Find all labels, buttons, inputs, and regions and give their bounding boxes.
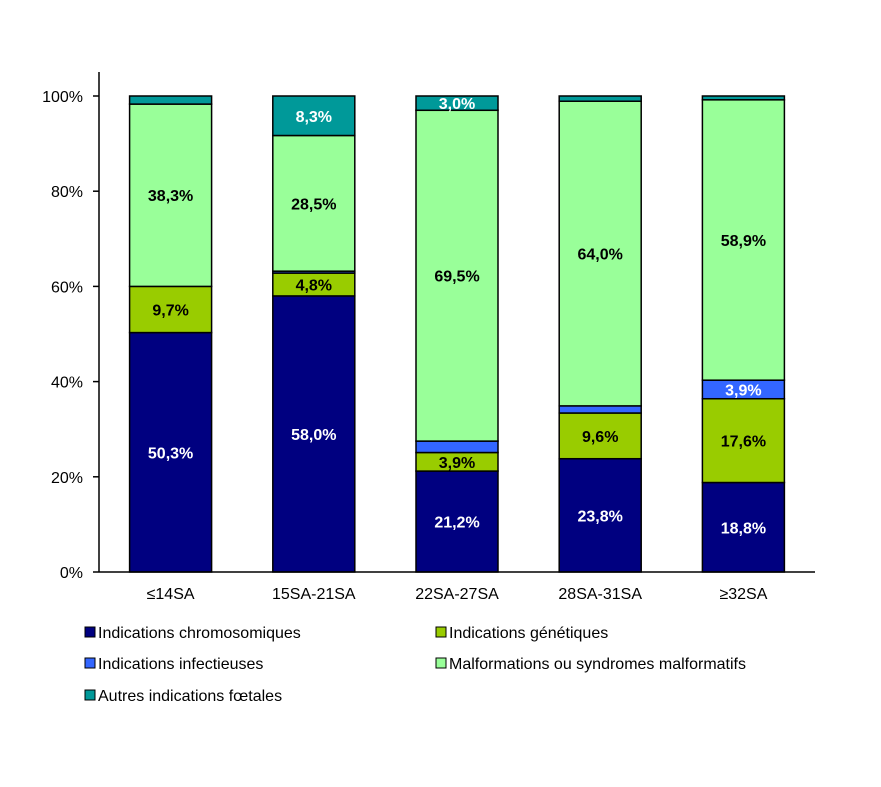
- axes-layer: ≤14SA 15SA-21SA 22SA-27SA 28SA-31SA ≥32SA 0% 2…: [42, 72, 815, 603]
- legend-swatch: [435, 626, 447, 638]
- legend-item-indications-ge-ne-tiques: Indications génétiques: [435, 625, 608, 642]
- data-label: 21,2%: [434, 515, 479, 532]
- bar-segment-15sa-21sa-malformations-ou-syndromes-malformatifs: [272, 134, 356, 272]
- bar-segment-28sa-31sa-indications-chromosomiques: [558, 457, 642, 573]
- bar-segment-14sa-indications-ge-ne-tiques: [128, 285, 213, 334]
- data-label: 50,3%: [148, 445, 193, 462]
- legend-swatch: [435, 657, 447, 669]
- bar-segment-14sa-autres-indications-f-tales: [128, 95, 213, 105]
- x-tick-label: ≤14SA: [147, 586, 195, 603]
- bar-segment-32sa-indications-ge-ne-tiques: [701, 397, 786, 484]
- data-label: 58,0%: [291, 427, 336, 444]
- data-label: 38,3%: [148, 188, 193, 205]
- bar-segment-32sa-indications-chromosomiques: [701, 481, 786, 573]
- y-tick-label: 80%: [51, 184, 83, 201]
- bar-segment-32sa-malformations-ou-syndromes-malformatifs: [701, 99, 786, 381]
- x-tick-label: 22SA-27SA: [415, 586, 499, 603]
- data-label: 3,9%: [725, 382, 761, 399]
- y-tick-label: 60%: [51, 279, 83, 296]
- bar-segment-28sa-31sa-malformations-ou-syndromes-malformatifs: [558, 100, 642, 407]
- data-label: 9,6%: [582, 429, 618, 446]
- x-tick-label: 28SA-31SA: [558, 586, 642, 603]
- legend-swatch: [84, 626, 96, 638]
- legend-swatch: [84, 657, 96, 669]
- data-label: 9,7%: [152, 302, 188, 319]
- bar-segment-28sa-31sa-autres-indications-f-tales: [558, 95, 642, 102]
- data-label: 58,9%: [721, 233, 766, 250]
- data-label: 23,8%: [578, 508, 623, 525]
- bar-segment-22sa-27sa-malformations-ou-syndromes-malformatifs: [415, 109, 499, 442]
- legend-label: Autres indications fœtales: [98, 688, 282, 705]
- legend-label: Indications infectieuses: [98, 656, 263, 673]
- x-tick-label: 15SA-21SA: [272, 586, 356, 603]
- data-label: 69,5%: [434, 269, 479, 286]
- bar-segment-15sa-21sa-indications-chromosomiques: [272, 295, 356, 573]
- bar-segment-28sa-31sa-indications-infectieuses: [558, 405, 642, 414]
- legend-item-indications-infectieuses: Indications infectieuses: [84, 656, 263, 673]
- bars-layer: 50,3% 9,7% 38,3% 58,0% 4,8% 28,5% 8,3% 21,2% 3,9…: [128, 95, 786, 573]
- y-tick-label: 0%: [60, 565, 83, 582]
- legend-swatch: [84, 689, 96, 701]
- data-label: 3,0%: [439, 96, 475, 113]
- legend-item-indications-chromosomiques: Indications chromosomiques: [84, 625, 301, 642]
- y-tick-label: 100%: [42, 89, 83, 106]
- legend-label: Indications chromosomiques: [98, 625, 301, 642]
- legend-label: Malformations ou syndromes malformatifs: [449, 656, 746, 673]
- y-tick-label: 40%: [51, 375, 83, 392]
- data-label: 18,8%: [721, 520, 766, 537]
- legend: Indications chromosomiques Indications gé…: [84, 625, 746, 705]
- legend-item-autres-indications-f-tales: Autres indications fœtales: [84, 688, 282, 705]
- y-tick-label: 20%: [51, 470, 83, 487]
- bar-segment-14sa-indications-chromosomiques: [128, 331, 213, 573]
- bar-segment-32sa-autres-indications-f-tales: [701, 95, 786, 101]
- data-label: 28,5%: [291, 196, 336, 213]
- bar-segment-22sa-27sa-indications-chromosomiques: [415, 470, 499, 573]
- data-label: 8,3%: [296, 109, 332, 126]
- data-label: 3,9%: [439, 455, 475, 472]
- bar-segment-22sa-27sa-indications-infectieuses: [415, 440, 499, 454]
- data-label: 64,0%: [578, 247, 623, 264]
- data-label: 4,8%: [296, 277, 332, 294]
- bar-segment-15sa-21sa-autres-indications-f-tales: [272, 95, 356, 137]
- bar-segment-22sa-27sa-autres-indications-f-tales: [415, 95, 499, 112]
- legend-label: Indications génétiques: [449, 625, 608, 642]
- x-tick-label: ≥32SA: [719, 586, 767, 603]
- data-label: 17,6%: [721, 434, 766, 451]
- legend-item-malformations-ou-syndromes-malformatifs: Malformations ou syndromes malformatifs: [435, 656, 746, 673]
